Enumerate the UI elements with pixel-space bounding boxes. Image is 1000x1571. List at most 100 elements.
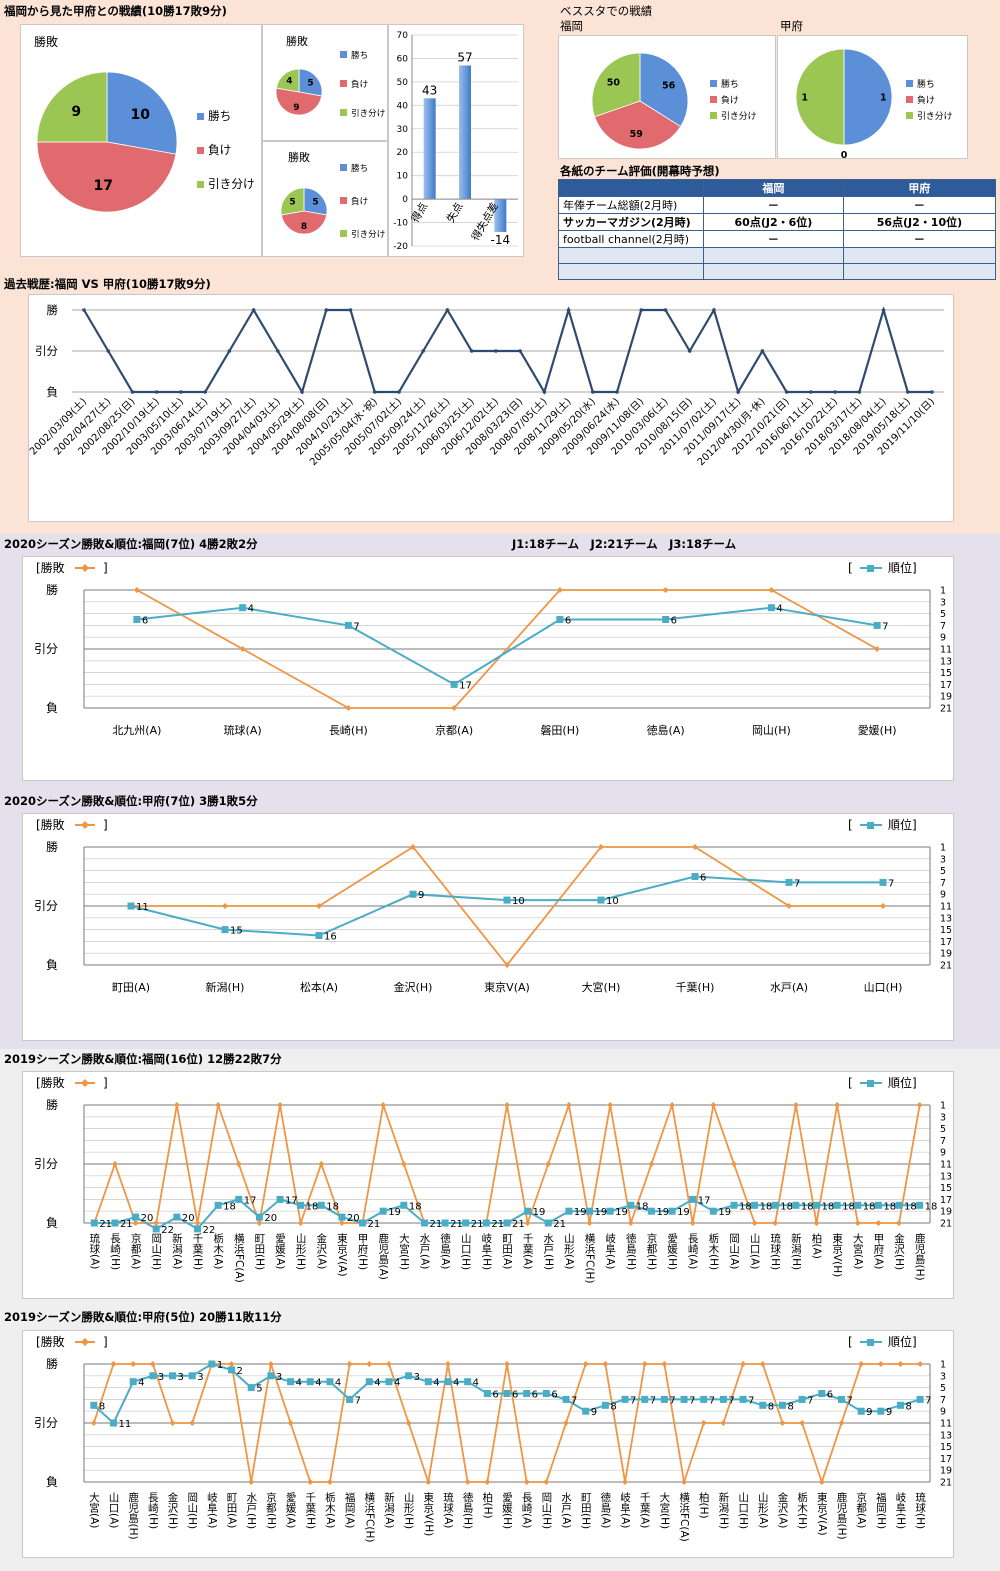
h2h-point	[348, 308, 353, 312]
outcome-point	[239, 646, 246, 652]
rank-tick-label: 21	[940, 1219, 952, 1230]
rank-data-label: 18	[822, 1201, 835, 1212]
rank-point	[482, 1219, 490, 1227]
rank-point	[287, 1378, 295, 1386]
outcome-y-label: 勝	[46, 1356, 58, 1371]
rank-tick-label: 3	[940, 1112, 946, 1123]
outcome-y-label: 負	[46, 1475, 58, 1489]
rank-point	[691, 873, 699, 880]
outcome-y-label: 勝	[46, 839, 58, 854]
pie-data-label: 50	[607, 77, 621, 88]
x-category-label: 琉球(H)	[914, 1491, 926, 1529]
eval-cell	[703, 263, 844, 280]
outcome-point	[149, 1361, 156, 1367]
outcome-y-label: 引分	[34, 1416, 58, 1430]
x-category-label: 琉球(H)	[769, 1232, 781, 1270]
rank-point	[565, 1207, 573, 1215]
x-category-label: 栃木(A)	[324, 1491, 336, 1528]
x-category-label: 岡山(H)	[150, 1233, 162, 1270]
rank-data-label: 6	[142, 616, 148, 627]
pie-slice	[36, 141, 177, 213]
rank-tick-label: 13	[940, 656, 952, 667]
x-category-label: 水戸(H)	[542, 1233, 554, 1270]
outcome-point	[565, 1102, 572, 1108]
pie-data-label: 9	[293, 103, 299, 113]
rank-legend-bracket: [	[848, 1335, 853, 1349]
bar-tick-label: 30	[397, 125, 409, 135]
outcome-point	[792, 1102, 799, 1108]
outcome-y-label: 勝	[46, 1097, 58, 1112]
outcome-point	[772, 1220, 779, 1226]
rank-data-label: 18	[760, 1201, 773, 1212]
eval-title: 各紙のチーム評価(開幕時予想)	[560, 164, 720, 178]
rank-data-label: 18	[739, 1201, 752, 1212]
outcome-point	[215, 1102, 222, 1108]
rank-data-label: 8	[610, 1401, 616, 1412]
h2h-point	[712, 308, 716, 312]
outcome-point	[297, 1220, 304, 1226]
rank-point	[798, 1395, 806, 1403]
eval-cell: football channel(2月時)	[558, 230, 704, 248]
legend-swatch	[340, 197, 347, 204]
x-category-label: 鹿児島(H)	[127, 1491, 139, 1539]
x-category-label: 長崎(A)	[687, 1233, 699, 1269]
rank-point	[503, 1219, 511, 1227]
rank-point	[379, 1207, 387, 1215]
outcome-legend-bracket: ]	[103, 1335, 108, 1349]
x-category-label: 愛媛(A)	[274, 1232, 286, 1269]
outcome-point	[410, 844, 416, 850]
x-category-label: 東京V(A)	[484, 980, 530, 994]
rank-point	[450, 680, 458, 688]
h2h-point	[857, 390, 862, 394]
rank-point	[133, 616, 141, 623]
h2h-point	[881, 308, 886, 312]
x-category-label: 福岡(H)	[875, 1491, 887, 1529]
outcome-point	[838, 1420, 845, 1426]
x-category-label: 愛媛(A)	[285, 1491, 297, 1528]
h2h-line	[83, 306, 932, 395]
legend-swatch	[197, 181, 204, 188]
rank-point	[503, 896, 511, 904]
bar-category-label: 失点	[444, 200, 466, 225]
rank-data-label: 17	[285, 1195, 298, 1206]
rank-point	[792, 1201, 800, 1209]
x-category-label: 松本(A)	[300, 980, 338, 994]
x-category-label: 愛媛(H)	[858, 723, 897, 737]
outcome-point	[818, 1479, 825, 1485]
outcome-point	[366, 1361, 373, 1367]
rank-data-label: 6	[512, 1390, 518, 1401]
pie-slice	[594, 100, 682, 150]
rank-data-label: 6	[565, 616, 571, 627]
rank-point	[813, 1201, 821, 1209]
rank-point	[879, 878, 887, 886]
k2020-title: 2020シーズン勝敗&順位:甲府(7位) 3勝1敗5分	[4, 794, 258, 808]
rank-tick-label: 13	[940, 1430, 952, 1441]
x-category-label: 新潟(A)	[171, 1232, 183, 1269]
legend-label: 引き分け	[721, 111, 757, 122]
x-category-label: 大宮(A)	[88, 1491, 100, 1528]
rank-point	[680, 1395, 688, 1403]
k2020-panel	[22, 813, 954, 1041]
x-category-label: 京都(H)	[645, 1232, 657, 1270]
x-category-label: 京都(A)	[855, 1491, 867, 1528]
rank-point	[751, 1201, 759, 1209]
table-row	[558, 247, 997, 264]
rank-point	[854, 1201, 862, 1209]
outcome-point	[484, 1479, 491, 1485]
outcome-point	[720, 1420, 727, 1426]
outcome-point	[235, 1161, 242, 1167]
outcome-point	[345, 705, 352, 711]
rank-point	[778, 1401, 786, 1409]
outcome-point	[425, 1479, 432, 1485]
x-category-label: 栃木(H)	[796, 1491, 808, 1529]
rank-data-label: 2	[237, 1366, 243, 1377]
rank-tick-label: 15	[940, 668, 952, 679]
h2h-panel	[28, 294, 954, 522]
rank-tick-label: 21	[940, 704, 952, 715]
x-category-label: 福岡(A)	[344, 1491, 356, 1528]
h2h-y-label: 勝	[47, 303, 59, 317]
rank-tick-label: 1	[940, 586, 946, 597]
rank-data-label: 19	[574, 1207, 587, 1218]
